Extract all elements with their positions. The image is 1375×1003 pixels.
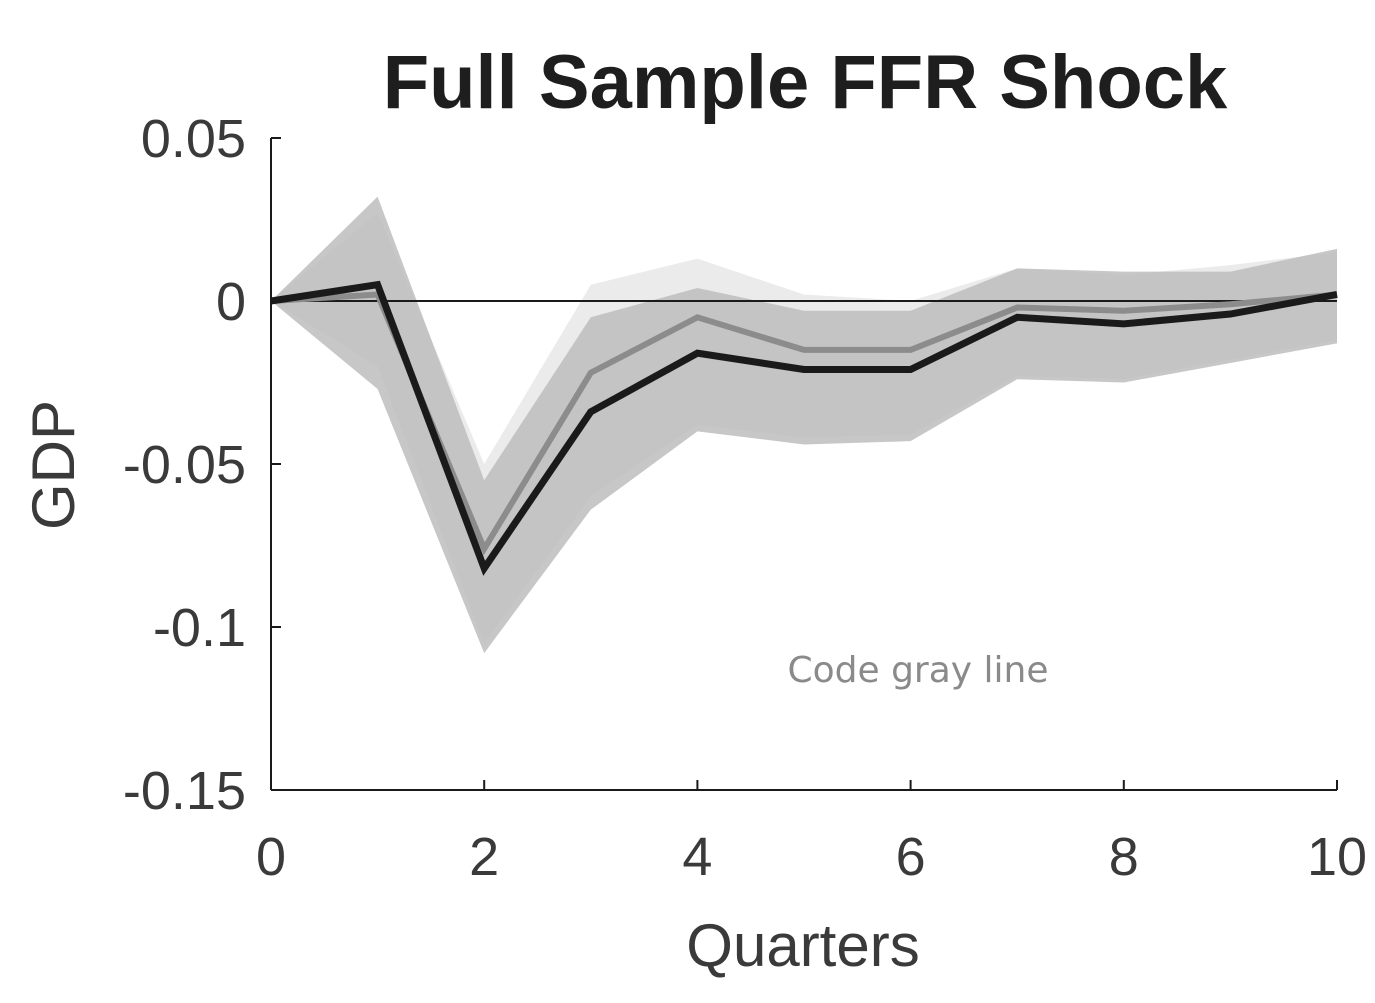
x-tick-label: 8 <box>1109 827 1139 887</box>
x-tick-label: 6 <box>896 827 926 887</box>
y-tick-label: 0.05 <box>141 109 246 169</box>
series-line-main <box>270 280 1338 576</box>
x-axis-label: Quarters <box>686 912 919 979</box>
y-tick-label: -0.05 <box>123 435 246 495</box>
x-tick-label: 10 <box>1307 827 1367 887</box>
series-lines <box>270 280 1338 576</box>
y-tick-label: -0.15 <box>123 761 246 821</box>
x-tick-label: 2 <box>469 827 499 887</box>
axis-ticks: 0 2 4 6 8 10 0.05 0 -0.05 -0.1 -0.15 <box>123 109 1367 887</box>
chart-title: Full Sample FFR Shock <box>383 40 1228 125</box>
annotation-label: Code gray line <box>787 650 1048 691</box>
y-tick-label: -0.1 <box>153 598 246 658</box>
x-tick-label: 4 <box>682 827 712 887</box>
x-tick-label: 0 <box>256 827 286 887</box>
y-axis-label: GDP <box>20 400 87 530</box>
y-tick-label: 0 <box>216 272 246 332</box>
